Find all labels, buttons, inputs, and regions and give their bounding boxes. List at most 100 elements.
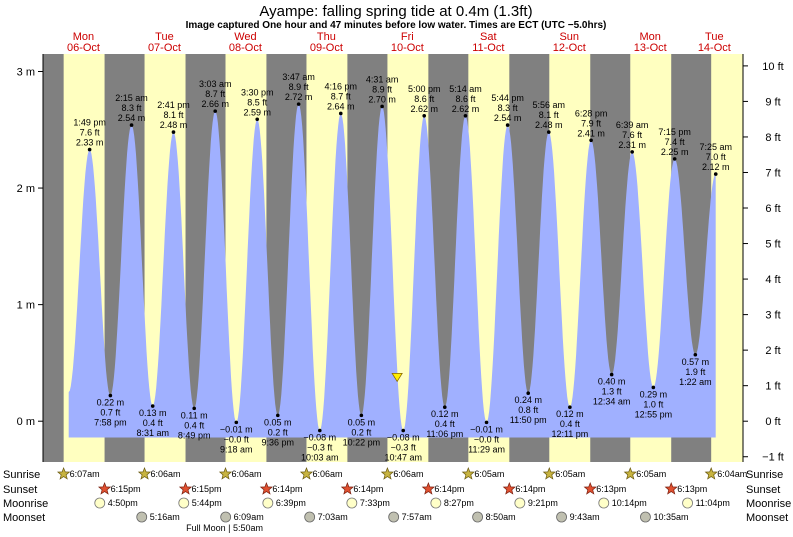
sunrise-time: 6:06am: [312, 469, 342, 479]
tide-m-label: 2.62 m: [452, 104, 480, 114]
tide-point: [713, 172, 718, 176]
moonset-icon: [136, 511, 148, 523]
day-date: 08-Oct: [229, 42, 262, 54]
tide-ft-label: 0.4 ft: [143, 418, 164, 428]
day-labels: Mon06-OctTue07-OctWed08-OctThu09-OctFri1…: [67, 31, 731, 54]
tide-m-label: 2.33 m: [76, 138, 104, 148]
row-label-moonrise-right: Moonrise: [746, 498, 791, 510]
tide-time-label: 8:49 pm: [178, 430, 211, 440]
sunrise-time: 6:07am: [70, 469, 100, 479]
tide-time-label: 10:03 am: [301, 453, 339, 463]
current-tide-marker: [391, 373, 403, 383]
tide-m-label: 2.59 m: [243, 107, 271, 117]
sunset-icon: [97, 482, 112, 495]
moonset-time: 9:43am: [570, 512, 600, 522]
day-name: Mon: [640, 31, 661, 43]
tide-time-label: 3:30 pm: [241, 87, 274, 97]
row-label-moonset-right: Moonset: [746, 512, 788, 524]
day-date: 11-Oct: [472, 42, 504, 54]
moonrise-time: 11:04pm: [696, 498, 730, 508]
moonset-time: 6:09am: [234, 512, 264, 522]
sunrise-time: 6:04am: [717, 469, 747, 479]
sunset-time: 6:15pm: [111, 484, 141, 494]
tide-point: [359, 413, 364, 418]
tide-point: [630, 150, 634, 154]
tide-ft-label: 7.4 ft: [665, 137, 686, 147]
tide-time-label: 3:03 am: [199, 79, 232, 89]
row-label-sunset-left: Sunset: [3, 484, 37, 496]
tide-m-label: −0.01 m: [220, 424, 253, 434]
chart-title: Ayampe: falling spring tide at 0.4m (1.3…: [259, 3, 532, 20]
tide-time-label: 7:58 pm: [94, 418, 127, 428]
tide-ft-label: −0.3 ft: [391, 443, 417, 453]
moonrise-icon: [178, 497, 190, 509]
y-right-tick-label: 10 ft: [762, 61, 783, 73]
day-name: Mon: [73, 31, 94, 43]
y-right-tick-label: 4 ft: [765, 274, 780, 286]
tide-m-label: 0.22 m: [97, 398, 125, 408]
sunset-time: 6:14pm: [515, 484, 545, 494]
day-date: 10-Oct: [391, 42, 424, 54]
row-label-sunrise-left: Sunrise: [3, 469, 40, 481]
sunrise-icon: [461, 467, 475, 480]
moonset-icon: [220, 511, 232, 523]
tide-point: [401, 428, 406, 433]
sunrise-icon: [218, 467, 233, 480]
tide-ft-label: 7.6 ft: [80, 128, 101, 138]
y-right-tick-label: 8 ft: [765, 132, 780, 144]
tide-m-label: 0.12 m: [556, 409, 584, 419]
day-name: Sat: [480, 31, 497, 43]
tide-point: [108, 393, 113, 398]
moonset-icon: [556, 511, 567, 523]
y-right-tick-label: 1 ft: [765, 381, 780, 393]
tide-point: [87, 147, 92, 152]
sunset-time: 6:15pm: [192, 484, 222, 494]
tide-m-label: 2.25 m: [661, 147, 689, 157]
tide-ft-label: 0.4 ft: [560, 419, 581, 429]
y-right-tick-label: 9 ft: [765, 96, 780, 108]
moonset-time: 5:16am: [150, 512, 180, 522]
tide-m-label: 0.57 m: [682, 357, 710, 367]
tide-m-label: 2.72 m: [285, 92, 313, 102]
tide-time-label: 11:50 pm: [510, 415, 547, 425]
sunset-time: 6:14pm: [272, 484, 302, 494]
tide-ft-label: 1.0 ft: [643, 399, 664, 409]
moonrise-icon: [94, 497, 106, 509]
tide-time-label: 12:34 am: [593, 397, 631, 407]
day-name: Tue: [705, 31, 724, 43]
sunset-icon: [259, 482, 274, 495]
tide-ft-label: 0.7 ft: [100, 408, 121, 418]
sunrise-icon: [542, 467, 556, 480]
tide-time-label: 10:22 pm: [343, 437, 381, 447]
day-name: Wed: [234, 31, 256, 43]
sunset-icon: [664, 482, 678, 495]
day-name: Thu: [317, 31, 336, 43]
y-right-tick-label: 7 ft: [765, 167, 780, 179]
tide-ft-label: 7.9 ft: [581, 118, 602, 128]
y-left-tick-label: 3 m: [17, 66, 35, 78]
tide-ft-label: −0.3 ft: [307, 443, 333, 453]
tide-ft-label: 8.5 ft: [247, 97, 268, 107]
moonrise-time: 8:27pm: [444, 498, 474, 508]
sunrise-icon: [704, 467, 718, 480]
tide-point: [484, 420, 489, 425]
day-date: 12-Oct: [553, 42, 586, 54]
sunrise-time: 6:05am: [474, 469, 504, 479]
tide-point: [651, 385, 656, 390]
moonrise-time: 5:44pm: [192, 498, 222, 508]
tide-point: [505, 123, 510, 127]
tide-ft-label: 8.3 ft: [122, 103, 143, 113]
moonset-icon: [472, 511, 484, 523]
tide-ft-label: 8.6 ft: [455, 94, 476, 104]
tide-time-label: 1:22 am: [679, 377, 712, 387]
tide-ft-label: −0.0 ft: [224, 434, 250, 444]
tide-time-label: 3:47 am: [282, 72, 315, 82]
tide-ft-label: 8.9 ft: [372, 84, 393, 94]
tide-ft-label: 0.2 ft: [351, 427, 372, 437]
tide-point: [380, 104, 384, 109]
tide-time-label: 11:06 pm: [426, 429, 463, 439]
tide-m-label: 0.13 m: [139, 408, 167, 418]
tide-time-label: 12:55 pm: [635, 409, 673, 419]
moonrise-icon: [262, 497, 274, 509]
tide-m-label: 2.48 m: [160, 120, 188, 130]
